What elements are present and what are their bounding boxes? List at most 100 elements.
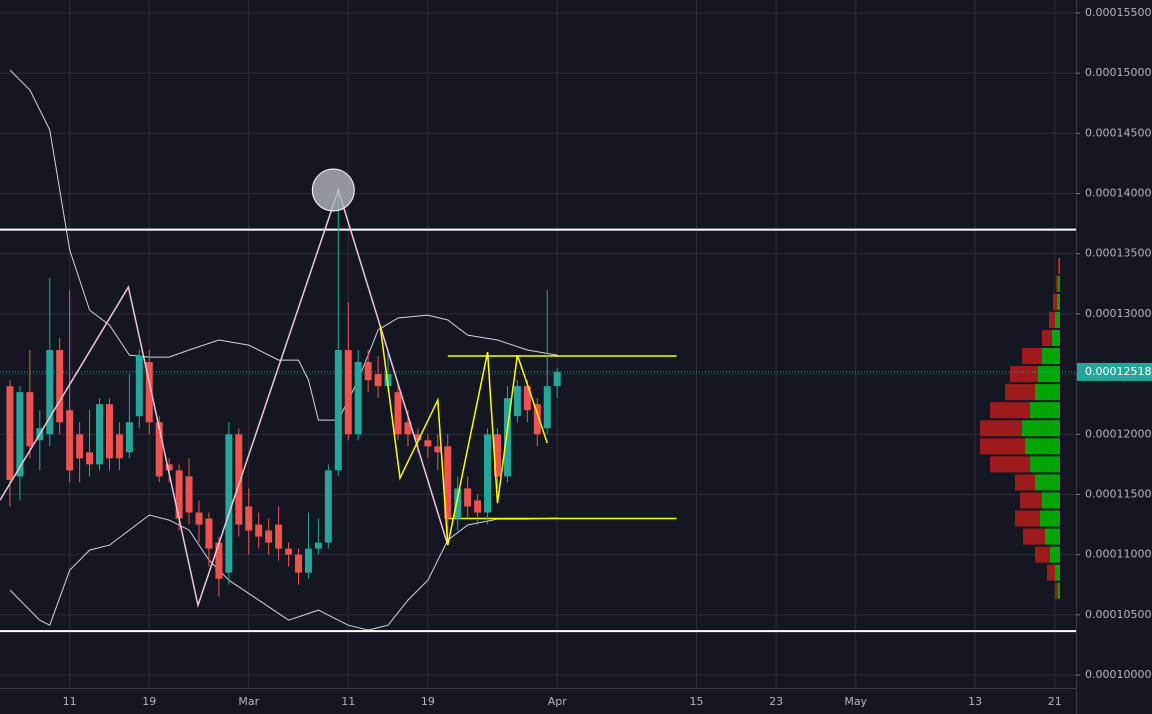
candle-body	[344, 350, 352, 435]
profile-up	[1042, 492, 1060, 509]
candle-body	[364, 362, 372, 381]
candle-body	[205, 518, 213, 549]
candle-body	[165, 464, 173, 471]
profile-down	[1020, 492, 1042, 509]
candle-body	[185, 476, 193, 513]
candle-body	[404, 422, 412, 435]
profile-down	[1015, 474, 1035, 491]
profile-down	[1005, 384, 1035, 401]
candle-body	[115, 434, 123, 459]
x-tick-label: 23	[769, 695, 783, 708]
profile-up	[1055, 311, 1060, 328]
candle-body	[86, 452, 94, 465]
profile-up	[1050, 546, 1060, 563]
candle-body	[374, 374, 382, 387]
pattern-line	[0, 187, 449, 609]
x-tick-label: Mar	[238, 695, 259, 708]
bollinger-band	[9, 514, 558, 631]
profile-up	[1059, 257, 1060, 274]
candle-body	[354, 362, 362, 435]
profile-down	[1010, 366, 1038, 383]
candle-body	[56, 350, 64, 423]
candle-body	[215, 542, 223, 579]
y-tick-label: 0.00010500	[1085, 608, 1151, 621]
candle-body	[304, 548, 312, 573]
profile-down	[1047, 564, 1055, 581]
x-tick-label: May	[844, 695, 867, 708]
profile-down	[1035, 546, 1050, 563]
candle-body	[175, 470, 183, 519]
profile-up	[1040, 510, 1060, 527]
y-tick-label: 0.00014500	[1085, 126, 1151, 139]
profile-down	[1023, 528, 1045, 545]
profile-down	[1053, 293, 1057, 310]
profile-up	[1055, 564, 1060, 581]
candle-body	[314, 542, 322, 549]
candle-body	[195, 512, 203, 525]
candle-body	[145, 362, 153, 423]
candle-body	[424, 440, 432, 447]
y-tick-label: 0.00015000	[1085, 66, 1151, 79]
candle-body	[513, 386, 521, 417]
candle-body	[235, 434, 243, 525]
profile-up	[1042, 348, 1060, 365]
candle-body	[46, 350, 54, 435]
profile-up	[1057, 293, 1060, 310]
candle-body	[444, 446, 452, 519]
candle-body	[155, 422, 163, 477]
profile-up	[1025, 438, 1060, 455]
candle-body	[454, 488, 462, 519]
y-tick-label: 0.00012000	[1085, 427, 1151, 440]
candle-body	[295, 554, 302, 573]
x-tick-label: Apr	[548, 695, 568, 708]
candle-body	[105, 404, 113, 459]
profile-up	[1035, 474, 1060, 491]
bollinger-band	[9, 69, 558, 421]
profile-down	[1042, 329, 1052, 347]
candle-body	[26, 392, 34, 447]
profile-down	[990, 456, 1030, 473]
peak-marker	[311, 168, 355, 212]
candle-body	[16, 392, 24, 477]
candle-body	[523, 386, 531, 411]
y-tick-label: 0.00014000	[1085, 187, 1151, 200]
candle-body	[334, 350, 342, 471]
candle-body	[255, 524, 263, 537]
x-tick-label: 21	[1048, 695, 1062, 708]
profile-up	[1022, 420, 1060, 437]
y-tick-label: 0.00015500	[1085, 6, 1151, 19]
profile-down	[980, 420, 1022, 437]
last-price-label: 0.00012518	[1085, 365, 1151, 378]
x-tick-label: 19	[142, 695, 156, 708]
candle-body	[464, 488, 472, 507]
candle-body	[394, 392, 402, 435]
candle-body	[324, 470, 332, 543]
profile-down	[1056, 275, 1058, 292]
candle-body	[135, 356, 143, 417]
candle-body	[434, 446, 442, 453]
candle-body	[414, 434, 422, 441]
candle-body	[384, 374, 392, 387]
profile-up	[1045, 528, 1060, 545]
profile-down	[1049, 311, 1055, 328]
y-tick-label: 0.00011000	[1085, 548, 1151, 561]
profile-up	[1058, 582, 1060, 599]
candle-body	[275, 524, 283, 549]
last-price-badge	[1077, 362, 1152, 381]
candle-body	[225, 434, 233, 573]
candle-body	[553, 371, 561, 387]
x-tick-label: 11	[63, 695, 77, 708]
profile-down	[1058, 257, 1059, 274]
candle-body	[66, 410, 74, 471]
candle-body	[503, 398, 511, 477]
profile-down	[1015, 510, 1040, 527]
candle-body	[285, 548, 293, 555]
y-tick-label: 0.00013500	[1085, 247, 1151, 260]
profile-up	[1058, 275, 1060, 292]
candle-body	[76, 434, 84, 459]
profile-up	[1052, 329, 1060, 347]
candle-body	[543, 386, 551, 429]
profile-up	[1030, 402, 1060, 419]
y-tick-label: 0.00010000	[1085, 668, 1151, 681]
